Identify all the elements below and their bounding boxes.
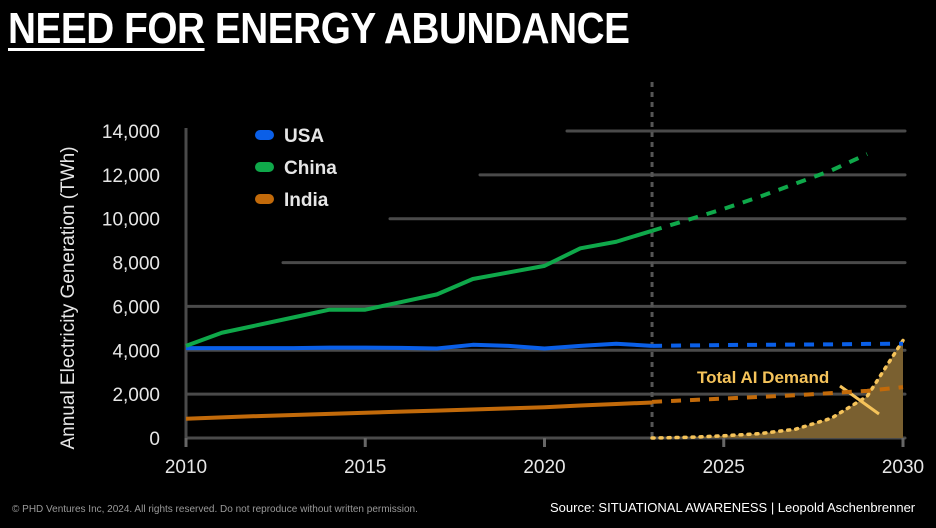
slide-title: NEED FOR ENERGY ABUNDANCE	[8, 4, 630, 54]
title-underlined: NEED FOR	[8, 4, 205, 53]
y-tick-label: 2,000	[112, 385, 160, 406]
legend-swatch-india	[255, 194, 274, 204]
x-tick-label: 2015	[344, 457, 386, 478]
y-tick-label: 8,000	[112, 254, 160, 275]
legend-label-china: China	[284, 158, 337, 179]
ai-demand-label: Total AI Demand	[697, 368, 829, 387]
legend-swatch-china	[255, 162, 274, 172]
y-tick-label: 10,000	[102, 210, 160, 231]
legend-label-india: India	[284, 190, 329, 211]
series-china-line	[185, 228, 653, 348]
series-usa-projection	[652, 341, 904, 348]
series-india-projection	[651, 385, 904, 404]
legend-label-usa: USA	[284, 126, 324, 147]
y-tick-label: 4,000	[112, 341, 160, 362]
title-rest: ENERGY ABUNDANCE	[214, 4, 630, 53]
series-india-line	[185, 400, 653, 421]
y-axis-label: Annual Electricity Generation (TWh)	[58, 146, 79, 449]
legend-swatch-usa	[255, 130, 274, 140]
y-tick-label: 12,000	[102, 166, 160, 187]
x-tick-label: 2025	[703, 457, 745, 478]
y-tick-label: 14,000	[102, 122, 160, 143]
x-tick-label: 2030	[882, 457, 924, 478]
copyright-notice: © PHD Ventures Inc, 2024. All rights res…	[12, 504, 418, 515]
series-usa-line	[186, 341, 653, 351]
x-tick-label: 2020	[523, 457, 565, 478]
y-tick-label: 6,000	[112, 297, 160, 318]
y-tick-label: 0	[149, 429, 160, 450]
source-credit: Source: SITUATIONAL AWARENESS | Leopold …	[550, 500, 916, 515]
x-tick-label: 2010	[165, 457, 207, 478]
